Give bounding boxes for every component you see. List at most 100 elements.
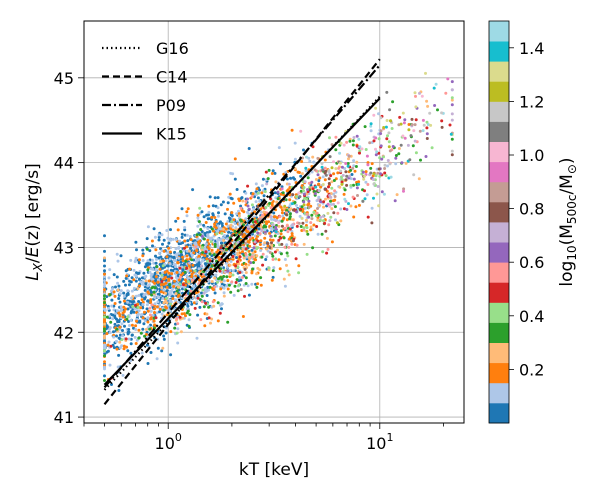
scatter-point — [200, 210, 204, 214]
scatter-point — [211, 212, 215, 216]
scatter-point — [132, 326, 135, 330]
scatter-point — [156, 295, 160, 299]
scatter-point — [352, 215, 356, 219]
scatter-point — [244, 253, 248, 257]
scatter-point — [122, 310, 126, 314]
scatter-point — [389, 175, 393, 179]
scatter-point — [201, 258, 205, 262]
scatter-point — [198, 206, 202, 210]
scatter-point — [274, 180, 278, 184]
scatter-point — [118, 314, 122, 318]
scatter-point — [193, 269, 197, 273]
scatter-point — [291, 193, 295, 197]
scatter-point — [302, 192, 306, 196]
scatter-point — [210, 215, 214, 219]
scatter-point — [193, 242, 197, 245]
scatter-point — [235, 212, 239, 216]
scatter-point — [203, 324, 207, 328]
scatter-point — [282, 277, 286, 281]
scatter-point — [353, 169, 357, 173]
scatter-point — [161, 271, 165, 275]
scatter-point — [330, 180, 334, 184]
scatter-point — [201, 288, 205, 292]
scatter-point — [170, 276, 174, 280]
scatter-point — [161, 346, 165, 350]
scatter-point — [103, 308, 107, 312]
scatter-point — [444, 91, 448, 95]
scatter-point — [280, 219, 284, 223]
scatter-point — [134, 328, 138, 331]
scatter-point — [103, 234, 106, 238]
colorbar-segment — [489, 382, 509, 404]
scatter-point — [118, 325, 122, 329]
colorbar-segment — [489, 101, 509, 122]
colorbar-segment — [489, 61, 509, 82]
scatter-point — [165, 269, 169, 273]
scatter-point — [322, 219, 325, 223]
scatter-point — [258, 243, 262, 246]
scatter-point — [297, 264, 301, 268]
scatter-point — [146, 225, 150, 229]
scatter-point — [339, 141, 343, 145]
scatter-point — [269, 206, 273, 210]
scatter-point — [270, 217, 273, 221]
scatter-point — [425, 137, 429, 140]
scatter-point — [414, 151, 418, 155]
scatter-point — [156, 292, 160, 296]
scatter-point — [315, 211, 319, 215]
scatter-point — [173, 250, 177, 254]
scatter-point — [372, 196, 375, 200]
scatter-point — [115, 334, 118, 338]
scatter-point — [347, 202, 350, 206]
scatter-point — [148, 249, 152, 253]
scatter-point — [300, 216, 304, 220]
scatter-point — [399, 122, 403, 126]
scatter-point — [149, 316, 153, 320]
scatter-point — [303, 196, 307, 200]
scatter-point — [232, 293, 236, 297]
scatter-point — [404, 161, 408, 165]
scatter-point — [134, 303, 137, 307]
scatter-point — [253, 192, 257, 196]
scatter-point — [355, 186, 359, 190]
scatter-point — [225, 275, 229, 279]
scatter-point — [133, 335, 137, 339]
scatter-point — [178, 270, 182, 274]
scatter-point — [209, 240, 213, 244]
scatter-point — [103, 329, 106, 333]
scatter-point — [208, 259, 212, 263]
scatter-point — [128, 267, 132, 271]
scatter-point — [295, 243, 299, 247]
scatter-point — [414, 94, 417, 98]
scatter-point — [122, 305, 126, 309]
scatter-point — [369, 129, 373, 133]
scatter-point — [153, 281, 157, 285]
scatter-point — [340, 180, 344, 184]
scatter-point — [137, 309, 141, 313]
scatter-point — [237, 214, 241, 218]
scatter-point — [429, 123, 433, 127]
scatter-point — [264, 170, 268, 174]
scatter-point — [103, 379, 106, 382]
scatter-point — [171, 297, 175, 301]
scatter-point — [426, 104, 430, 108]
scatter-point — [207, 316, 211, 320]
scatter-point — [268, 246, 272, 250]
scatter-point — [169, 228, 172, 232]
scatter-point — [231, 273, 235, 277]
scatter-point — [269, 215, 273, 219]
scatter-point — [242, 243, 246, 247]
colorbar-tick-label: 1.2 — [519, 92, 544, 111]
scatter-point — [210, 264, 214, 268]
scatter-point — [259, 207, 263, 211]
scatter-point — [394, 154, 398, 157]
scatter-point — [258, 199, 262, 203]
scatter-point — [340, 165, 344, 169]
scatter-point — [227, 230, 230, 234]
scatter-point — [148, 283, 151, 287]
scatter-point — [315, 225, 319, 228]
scatter-point — [263, 236, 267, 240]
scatter-point — [262, 194, 266, 198]
scatter-point — [307, 202, 311, 206]
scatter-point — [226, 320, 230, 324]
